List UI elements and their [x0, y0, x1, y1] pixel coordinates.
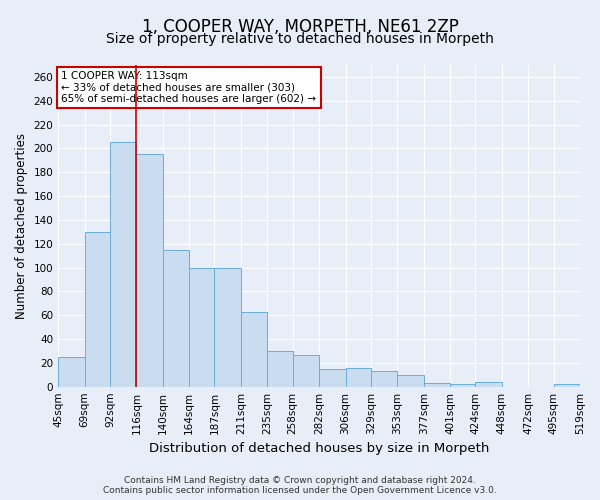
Bar — [241, 312, 268, 386]
Bar — [450, 384, 475, 386]
Bar — [475, 382, 502, 386]
Bar — [397, 375, 424, 386]
X-axis label: Distribution of detached houses by size in Morpeth: Distribution of detached houses by size … — [149, 442, 489, 455]
Bar — [58, 357, 85, 386]
Text: 1, COOPER WAY, MORPETH, NE61 2ZP: 1, COOPER WAY, MORPETH, NE61 2ZP — [142, 18, 458, 36]
Bar — [424, 383, 450, 386]
Bar — [346, 368, 371, 386]
Bar — [110, 142, 136, 386]
Bar — [163, 250, 189, 386]
Bar — [268, 351, 293, 386]
Bar — [319, 369, 346, 386]
Bar — [554, 384, 580, 386]
Text: 1 COOPER WAY: 113sqm
← 33% of detached houses are smaller (303)
65% of semi-deta: 1 COOPER WAY: 113sqm ← 33% of detached h… — [61, 71, 316, 104]
Bar — [136, 154, 163, 386]
Y-axis label: Number of detached properties: Number of detached properties — [15, 133, 28, 319]
Bar — [293, 354, 319, 386]
Text: Contains HM Land Registry data © Crown copyright and database right 2024.
Contai: Contains HM Land Registry data © Crown c… — [103, 476, 497, 495]
Bar — [371, 371, 397, 386]
Bar — [85, 232, 110, 386]
Text: Size of property relative to detached houses in Morpeth: Size of property relative to detached ho… — [106, 32, 494, 46]
Bar — [189, 268, 214, 386]
Bar — [214, 268, 241, 386]
